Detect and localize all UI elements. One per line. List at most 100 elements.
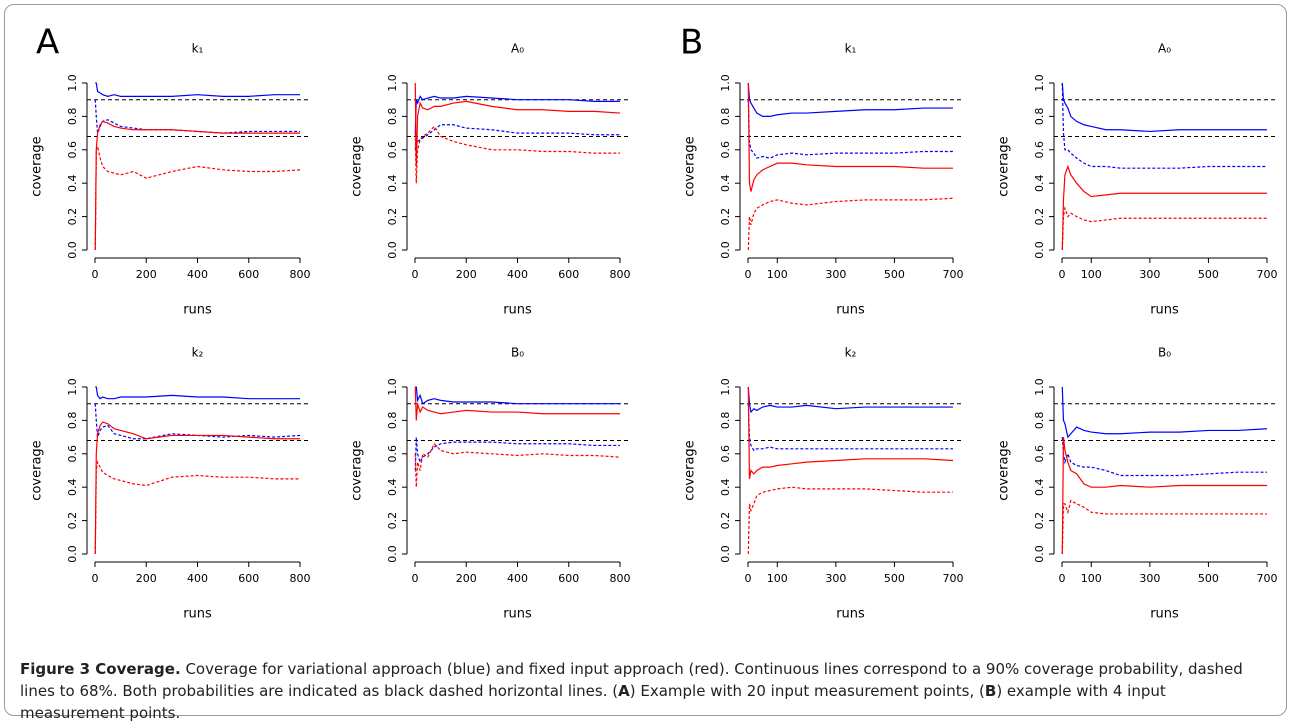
- series-line: [1061, 386, 1268, 439]
- figure-frame: [4, 4, 1287, 716]
- series-line: [94, 144, 301, 251]
- x-tick-label: 300: [1139, 572, 1160, 585]
- chart-title: A₀: [511, 42, 524, 56]
- y-tick-label: 0.6: [1033, 141, 1046, 159]
- x-axis-label: runs: [183, 607, 212, 622]
- y-tick-label: 0.2: [66, 512, 79, 530]
- series-line: [414, 124, 620, 150]
- x-tick-label: 400: [187, 572, 208, 585]
- y-tick-label: 0.0: [66, 241, 79, 259]
- y-tick-label: 1.0: [66, 74, 79, 92]
- y-tick-label: 0.6: [719, 141, 732, 159]
- chart-title: k₂: [845, 346, 857, 360]
- x-axis-label: runs: [503, 607, 532, 622]
- series-line: [747, 197, 954, 251]
- y-tick-label: 0.6: [66, 445, 79, 463]
- y-tick-label: 1.0: [719, 74, 732, 92]
- y-tick-label: 0.2: [1033, 512, 1046, 530]
- x-tick-label: 500: [884, 268, 905, 281]
- series-line: [94, 99, 300, 134]
- chart-title: k₂: [192, 346, 204, 360]
- x-tick-label: 500: [1198, 268, 1219, 281]
- y-tick-label: 0.8: [719, 108, 732, 126]
- caption-text: Coverage for variational approach (blue)…: [20, 660, 1243, 700]
- series-line: [747, 386, 953, 414]
- chart-title: A₀: [1158, 42, 1171, 56]
- x-tick-label: 800: [290, 572, 311, 585]
- y-tick-label: 1.0: [719, 378, 732, 396]
- series-line: [94, 120, 300, 251]
- panel-letter: A: [36, 23, 59, 63]
- x-axis-label: runs: [836, 303, 865, 318]
- series-line: [414, 442, 621, 488]
- y-tick-label: 0.4: [386, 174, 399, 192]
- x-tick-label: 600: [558, 268, 579, 281]
- charts: A B k₁ runs coverage 0 200 400 600 800 0.0 0.2 0.4…: [30, 23, 1278, 622]
- x-tick-label: 800: [290, 268, 311, 281]
- series-line: [414, 95, 620, 134]
- x-axis-label: runs: [503, 303, 532, 318]
- y-tick-label: 1.0: [386, 378, 399, 396]
- caption: Figure 3 Coverage. Coverage for variatio…: [20, 658, 1270, 722]
- caption-text: ) Example with 20 input measurement poin…: [629, 682, 985, 700]
- series-line: [1061, 437, 1267, 477]
- chart-title: B₀: [1158, 346, 1171, 360]
- series-line: [1061, 164, 1267, 251]
- y-tick-label: 0.4: [1033, 174, 1046, 192]
- series-line: [747, 403, 953, 452]
- x-tick-label: 100: [767, 572, 788, 585]
- series-line: [1061, 82, 1267, 133]
- caption-text: ) example with 4 input measurement point…: [20, 682, 1166, 722]
- x-axis-label: runs: [1150, 607, 1179, 622]
- x-tick-label: 500: [1198, 572, 1219, 585]
- x-tick-label: 600: [238, 572, 259, 585]
- y-tick-label: 0.6: [386, 445, 399, 463]
- series-line: [94, 460, 300, 555]
- y-tick-label: 1.0: [66, 378, 79, 396]
- series-line: [1061, 437, 1267, 555]
- series-line: [1061, 82, 1267, 169]
- y-tick-label: 0.4: [719, 174, 732, 192]
- x-axis-label: runs: [836, 607, 865, 622]
- series-line: [747, 82, 953, 192]
- y-tick-label: 0.8: [1033, 412, 1046, 430]
- y-tick-label: 0.4: [386, 478, 399, 496]
- y-tick-label: 0.2: [386, 512, 399, 530]
- y-axis-label: coverage: [683, 136, 698, 196]
- x-tick-label: 0: [412, 572, 419, 585]
- x-tick-label: 600: [558, 572, 579, 585]
- y-tick-label: 0.4: [66, 478, 79, 496]
- y-axis-label: coverage: [350, 440, 365, 500]
- x-tick-label: 100: [1081, 268, 1102, 281]
- y-tick-label: 0.2: [386, 208, 399, 226]
- y-tick-label: 0.2: [719, 208, 732, 226]
- series-line: [94, 421, 300, 555]
- x-tick-label: 200: [136, 572, 157, 585]
- x-tick-label: 400: [507, 268, 528, 281]
- x-tick-label: 0: [745, 268, 752, 281]
- y-tick-label: 0.8: [719, 412, 732, 430]
- x-tick-label: 200: [456, 268, 477, 281]
- x-tick-label: 700: [1257, 268, 1278, 281]
- series-line: [95, 386, 300, 400]
- panel-letter: B: [680, 23, 703, 63]
- y-tick-label: 0.2: [1033, 208, 1046, 226]
- y-tick-label: 0.8: [66, 108, 79, 126]
- series-line: [95, 82, 300, 97]
- x-tick-label: 0: [92, 572, 99, 585]
- y-tick-label: 0.0: [386, 241, 399, 259]
- y-tick-label: 0.0: [1033, 241, 1046, 259]
- caption-text: A: [618, 682, 630, 700]
- x-tick-label: 300: [1139, 268, 1160, 281]
- y-tick-label: 0.2: [66, 208, 79, 226]
- series-line: [747, 486, 953, 555]
- x-axis-label: runs: [183, 303, 212, 318]
- x-tick-label: 100: [1081, 572, 1102, 585]
- caption-label: Figure 3 Coverage.: [20, 660, 181, 678]
- series-line: [414, 386, 620, 421]
- x-tick-label: 200: [456, 572, 477, 585]
- chart-title: k₁: [845, 42, 857, 56]
- x-tick-label: 300: [825, 268, 846, 281]
- x-tick-label: 400: [507, 572, 528, 585]
- y-tick-label: 0.4: [719, 478, 732, 496]
